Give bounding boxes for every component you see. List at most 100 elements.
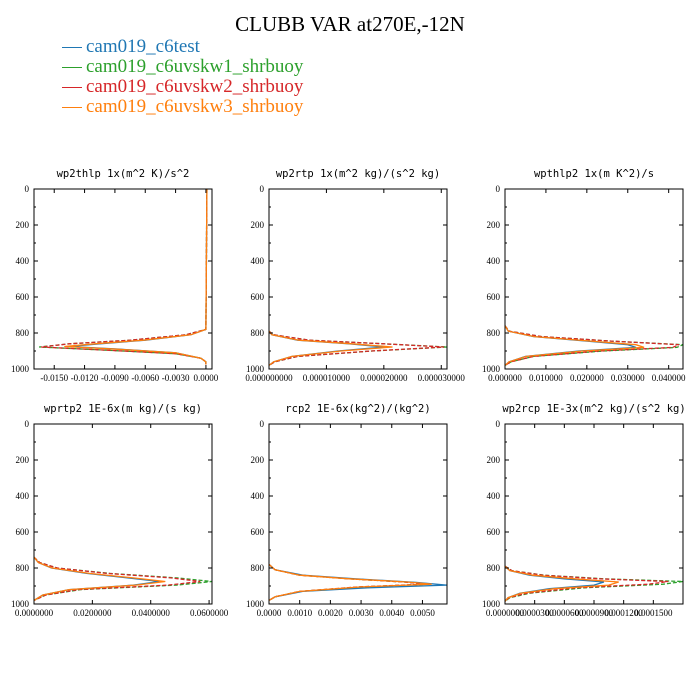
legend-item: cam019_c6uvskw1_shrbuoy — [62, 57, 303, 77]
panel-title: wpthlp2 1x(m K^2)/s — [534, 168, 654, 180]
y-tick-label: 200 — [251, 220, 265, 230]
x-tick-label: 0.0010 — [287, 608, 312, 618]
legend-swatch — [62, 67, 82, 69]
series-line — [505, 325, 645, 366]
x-tick-label: -0.0030 — [162, 373, 190, 383]
y-tick-label: 800 — [251, 328, 265, 338]
y-tick-label: 1000 — [246, 599, 265, 609]
y-tick-label: 800 — [16, 563, 30, 573]
series-group — [505, 565, 683, 602]
x-tick-label: 0.0000900 — [575, 608, 614, 618]
y-tick-label: 600 — [251, 292, 265, 302]
panel-title: wp2rcp 1E-3x(m^2 kg)/(s^2 kg) — [502, 403, 685, 415]
x-tick-label: 0.0000 — [194, 373, 219, 383]
plot-frame — [268, 423, 448, 605]
x-tick-label: 0.0001500 — [634, 608, 673, 618]
legend: cam019_c6test cam019_c6uvskw1_shrbuoy cam0… — [62, 37, 303, 117]
x-tick-label: 0.000000000 — [245, 373, 293, 383]
legend-label: cam019_c6uvskw1_shrbuoy — [86, 56, 304, 77]
y-tick-label: 1000 — [246, 364, 265, 374]
x-tick-label: 0.0600000 — [190, 608, 229, 618]
y-tick-label: 0 — [496, 184, 501, 194]
legend-swatch — [62, 87, 82, 89]
series-line — [505, 565, 669, 602]
y-tick-label: 800 — [16, 328, 30, 338]
series-line — [64, 189, 208, 365]
y-tick-label: 200 — [487, 455, 501, 465]
x-tick-label: 0.0050 — [410, 608, 435, 618]
series-group — [269, 563, 447, 601]
panel-title: wp2thlp 1x(m^2 K)/s^2 — [57, 168, 190, 180]
x-tick-label: 0.0000000 — [486, 608, 525, 618]
chart-title: CLUBB VAR at270E,-12N — [235, 12, 465, 36]
y-tick-label: 0 — [496, 419, 501, 429]
legend-label: cam019_c6uvskw2_shrbuoy — [86, 76, 304, 97]
series-line — [69, 189, 208, 365]
panel-title: rcp2 1E-6x(kg^2)/(kg^2) — [285, 403, 430, 415]
legend-swatch — [62, 107, 82, 109]
x-tick-label: 0.000000 — [488, 373, 522, 383]
x-tick-label: 0.0000 — [257, 608, 282, 618]
y-tick-label: 400 — [251, 491, 265, 501]
y-tick-label: 0 — [260, 419, 265, 429]
series-line — [34, 556, 201, 601]
x-tick-label: -0.0090 — [101, 373, 129, 383]
series-line — [39, 189, 208, 365]
x-tick-label: 0.0200000 — [73, 608, 112, 618]
x-tick-label: -0.0060 — [131, 373, 159, 383]
panel: wp2rtp 1x(m^2 kg)/(s^2 kg) 0 200 400 600 800 1… — [245, 168, 465, 383]
y-tick-label: 1000 — [11, 364, 30, 374]
y-tick-label: 1000 — [482, 364, 501, 374]
series-line — [269, 563, 432, 601]
series-line — [505, 325, 680, 366]
legend-item: cam019_c6uvskw3_shrbuoy — [62, 97, 303, 117]
legend-item: cam019_c6uvskw2_shrbuoy — [62, 77, 303, 97]
panel: wp2thlp 1x(m^2 K)/s^2 0 200 400 600 800 1000 -0… — [11, 168, 219, 383]
series-group — [505, 325, 683, 366]
y-tick-label: 600 — [487, 527, 501, 537]
y-tick-label: 600 — [16, 527, 30, 537]
series-group — [34, 556, 212, 601]
y-tick-label: 800 — [487, 563, 501, 573]
y-tick-label: 400 — [487, 491, 501, 501]
y-tick-label: 400 — [251, 256, 265, 266]
series-line — [505, 325, 637, 366]
x-tick-label: -0.0120 — [71, 373, 99, 383]
legend-label: cam019_c6uvskw3_shrbuoy — [86, 96, 304, 117]
y-tick-label: 1000 — [482, 599, 501, 609]
legend-item: cam019_c6test — [62, 37, 303, 57]
y-tick-label: 1000 — [11, 599, 30, 609]
x-tick-label: 0.040000 — [652, 373, 686, 383]
y-tick-label: 800 — [251, 563, 265, 573]
plot-frame — [504, 423, 684, 605]
series-line — [34, 556, 212, 601]
x-tick-label: -0.0150 — [40, 373, 68, 383]
series-line — [505, 325, 683, 366]
y-tick-label: 400 — [16, 491, 30, 501]
series-line — [505, 565, 619, 602]
x-tick-label: 0.010000 — [529, 373, 563, 383]
panel: wprtp2 1E-6x(m kg)/(s kg) 0 200 400 600 800 10… — [11, 403, 229, 618]
y-tick-label: 0 — [25, 184, 30, 194]
panel-title: wprtp2 1E-6x(m kg)/(s kg) — [44, 403, 202, 415]
series-group — [39, 189, 208, 365]
y-tick-label: 0 — [25, 419, 30, 429]
y-tick-label: 600 — [487, 292, 501, 302]
series-group — [269, 330, 447, 366]
series-line — [34, 556, 166, 601]
x-tick-label: 0.0040 — [379, 608, 404, 618]
x-tick-label: 0.030000 — [611, 373, 645, 383]
series-line — [269, 330, 393, 366]
x-tick-label: 0.000030000 — [418, 373, 466, 383]
x-tick-label: 0.0400000 — [132, 608, 171, 618]
series-line — [269, 563, 447, 601]
y-tick-label: 400 — [16, 256, 30, 266]
series-line — [269, 330, 445, 366]
panel-title: wp2rtp 1x(m^2 kg)/(s^2 kg) — [276, 168, 440, 180]
y-tick-label: 200 — [16, 455, 30, 465]
x-tick-label: 0.0000600 — [545, 608, 584, 618]
y-tick-label: 600 — [16, 292, 30, 302]
x-tick-label: 0.0000000 — [15, 608, 54, 618]
y-tick-label: 200 — [251, 455, 265, 465]
